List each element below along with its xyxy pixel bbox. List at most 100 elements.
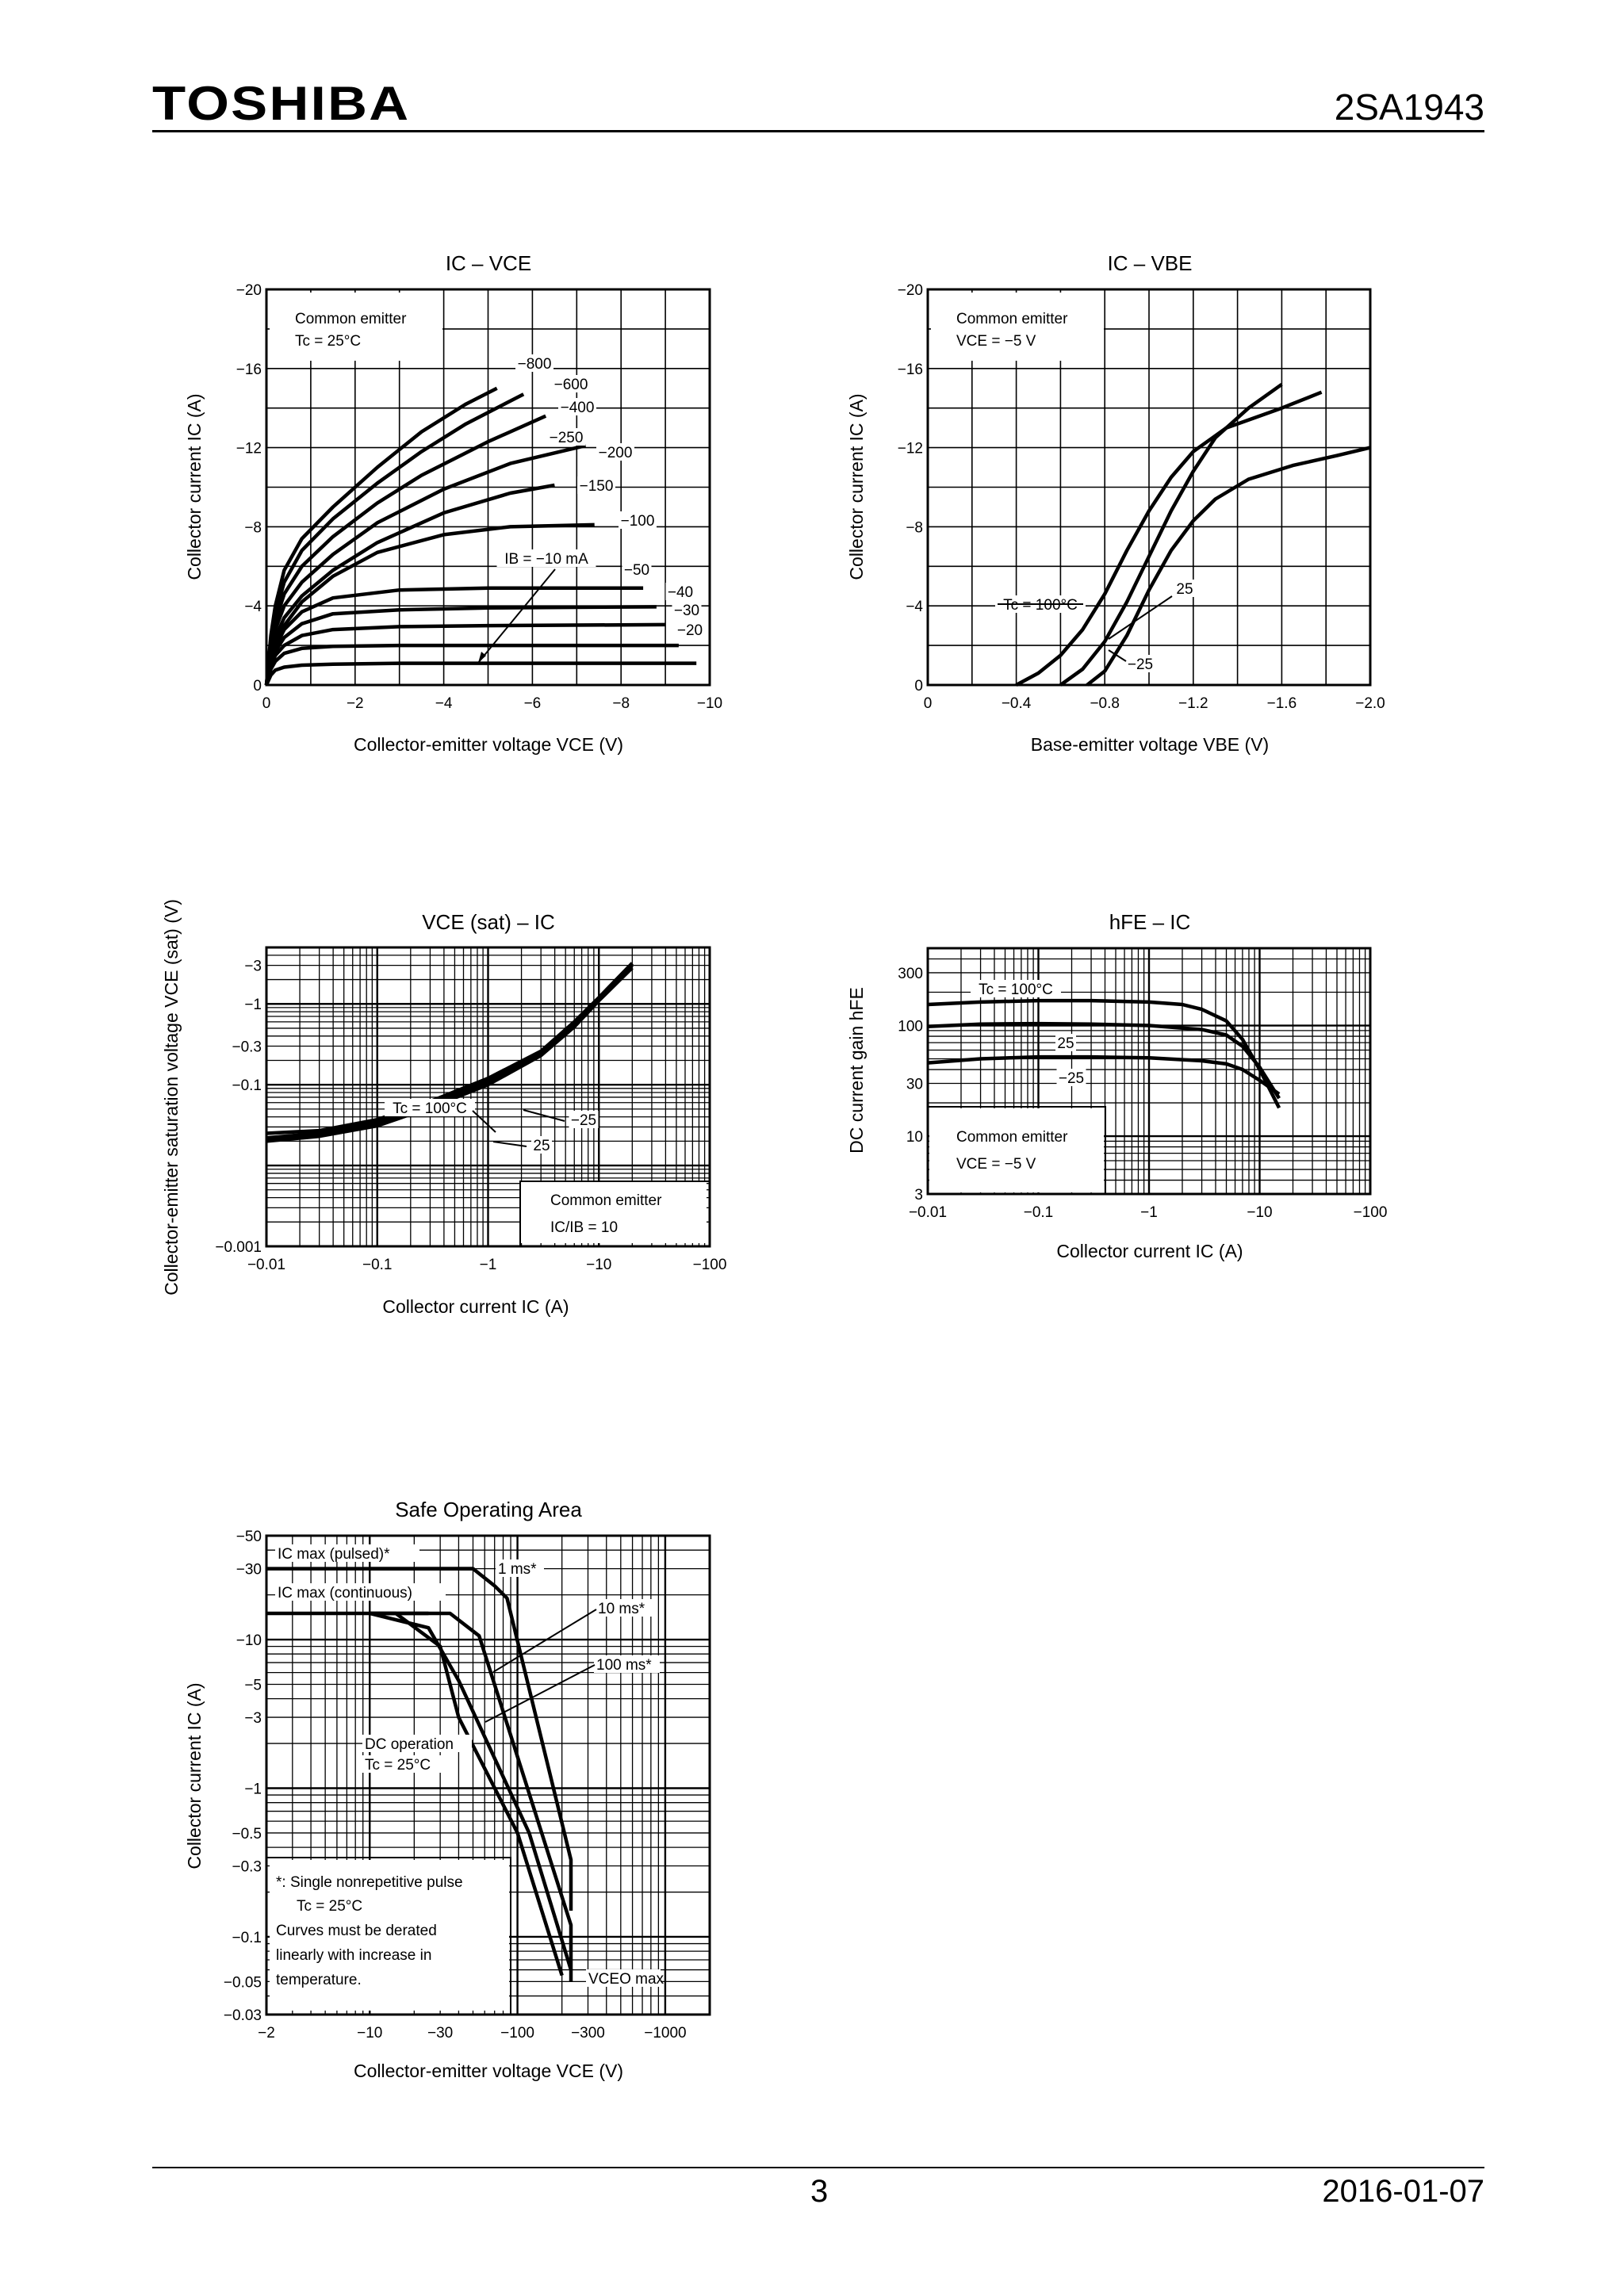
plot-frame	[926, 288, 1372, 687]
y-axis-label: Collector current IC (A)	[184, 393, 205, 580]
condition-text: Common emitter	[956, 311, 1068, 327]
curve-label: 25	[1176, 581, 1193, 598]
y-tick-label: −10	[236, 1632, 262, 1649]
curve-label: Tc = 25°C	[365, 1757, 431, 1774]
curve-label: IC max (continuous)	[278, 1585, 412, 1601]
x-tick-label: −4	[435, 695, 453, 712]
curve-label: 25	[533, 1138, 550, 1154]
y-tick-label: −30	[236, 1562, 262, 1578]
condition-text: Common emitter	[956, 1129, 1068, 1146]
x-axis-label: Base-emitter voltage VBE (V)	[1031, 734, 1269, 755]
x-tick-label: 0	[262, 695, 271, 712]
part-number: 2SA1943	[1334, 86, 1484, 128]
y-axis-label: Collector-emitter saturation voltage VCE…	[161, 899, 182, 1295]
label-mask	[547, 428, 585, 446]
y-tick-label: −16	[236, 362, 262, 378]
label-mask	[531, 1136, 552, 1154]
x-tick-label: −8	[612, 695, 630, 712]
y-tick-label: −4	[906, 599, 923, 615]
label-mask	[675, 621, 705, 638]
curve-label: IC max (pulsed)*	[278, 1546, 390, 1563]
chart-ic-vbe: IC – VBE 0 −0.4 −0.8 −1.2 −1.6 −2.0 0 −4 −8 −12 −16…	[846, 251, 1385, 755]
y-tick-label: −3	[244, 959, 262, 975]
x-axis-label: Collector-emitter voltage VCE (V)	[354, 734, 623, 755]
label-mask	[665, 583, 695, 600]
y-axis-label: DC current gain hFE	[846, 987, 867, 1154]
curve-label: 10 ms*	[598, 1601, 645, 1617]
leader-line	[485, 1664, 596, 1723]
curve-label: Tc = 100°C	[1003, 597, 1078, 614]
x-tick-label: −0.01	[909, 1204, 947, 1221]
label-mask	[552, 375, 590, 392]
y-tick-label: −0.1	[232, 1930, 262, 1946]
label-mask	[596, 1599, 653, 1617]
label-mask	[275, 1544, 419, 1562]
label-mask	[971, 980, 1061, 997]
curve-label: −25	[1128, 656, 1153, 673]
series-line	[370, 1611, 573, 1982]
x-tick-label: −1.6	[1267, 695, 1297, 712]
x-tick-label: −10	[1247, 1204, 1272, 1221]
y-tick-label: −1	[244, 997, 262, 1013]
x-axis-label: Collector-emitter voltage VCE (V)	[354, 2061, 623, 2081]
chart-vcesat-ic: VCE (sat) – IC −0.01 −0.1 −1 −10 −100 −0.001 −0…	[161, 899, 726, 1317]
y-tick-label: 300	[898, 966, 923, 982]
y-tick-label: −16	[898, 362, 923, 378]
chart-title: IC – VBE	[1108, 251, 1193, 275]
y-tick-label: −8	[906, 519, 923, 536]
y-tick-label: 3	[914, 1187, 923, 1203]
plot-frame	[926, 947, 1372, 1196]
y-tick-label: −0.3	[232, 1859, 262, 1876]
document-date: 2016-01-07	[1322, 2174, 1484, 2209]
curve-label: −40	[668, 584, 693, 601]
series-line	[264, 622, 666, 686]
x-tick-label: −0.01	[247, 1257, 285, 1273]
x-tick-label: 0	[924, 695, 933, 712]
y-axis-label: Collector current IC (A)	[846, 393, 867, 580]
y-tick-label: −0.001	[215, 1239, 262, 1256]
brand-logo: TOSHIBA	[152, 77, 411, 130]
label-mask	[672, 601, 702, 618]
y-tick-label: −12	[898, 441, 923, 457]
curve-label: −400	[561, 400, 595, 416]
label-mask	[1174, 580, 1195, 597]
series-line	[266, 966, 634, 1143]
y-tick-label: −1	[244, 1781, 262, 1798]
y-tick-label: 0	[914, 678, 923, 695]
chart-title: Safe Operating Area	[395, 1498, 582, 1521]
x-tick-label: −0.4	[1002, 695, 1032, 712]
y-tick-label: 10	[906, 1129, 923, 1146]
curve-label: −200	[599, 445, 633, 461]
condition-text: Common emitter	[550, 1192, 662, 1209]
y-tick-label: −8	[244, 519, 262, 536]
x-axis-label: Collector current IC (A)	[382, 1296, 569, 1317]
series-line	[1059, 382, 1283, 687]
curve-label: Tc = 100°C	[979, 982, 1053, 998]
curve-label: −20	[677, 622, 703, 639]
curve-label: −50	[624, 562, 649, 579]
curve-label: IB = −10 mA	[504, 551, 588, 568]
y-tick-label: −0.05	[224, 1974, 262, 1991]
series-line	[927, 1021, 1281, 1100]
series-line	[264, 586, 644, 686]
condition-text: IC/IB = 10	[550, 1219, 618, 1236]
x-axis-label: Collector current IC (A)	[1056, 1241, 1243, 1261]
label-mask	[496, 1559, 544, 1577]
series-line	[1015, 390, 1323, 687]
x-tick-label: −100	[693, 1257, 727, 1273]
y-tick-label: −12	[236, 441, 262, 457]
plot-frame	[265, 946, 711, 1248]
chart-title: IC – VCE	[446, 251, 531, 275]
plot-frame	[265, 288, 711, 687]
leader-line	[492, 1141, 527, 1147]
chart-title: hFE – IC	[1109, 910, 1191, 934]
x-tick-label: −100	[1354, 1204, 1388, 1221]
curve-label: −150	[580, 478, 614, 495]
curve-label: −800	[518, 356, 552, 373]
y-tick-label: 0	[253, 678, 262, 695]
legend-mask	[520, 1181, 707, 1243]
note-text: Tc = 25°C	[297, 1898, 362, 1915]
curve-label: −25	[1059, 1070, 1084, 1087]
label-mask	[385, 1099, 475, 1116]
